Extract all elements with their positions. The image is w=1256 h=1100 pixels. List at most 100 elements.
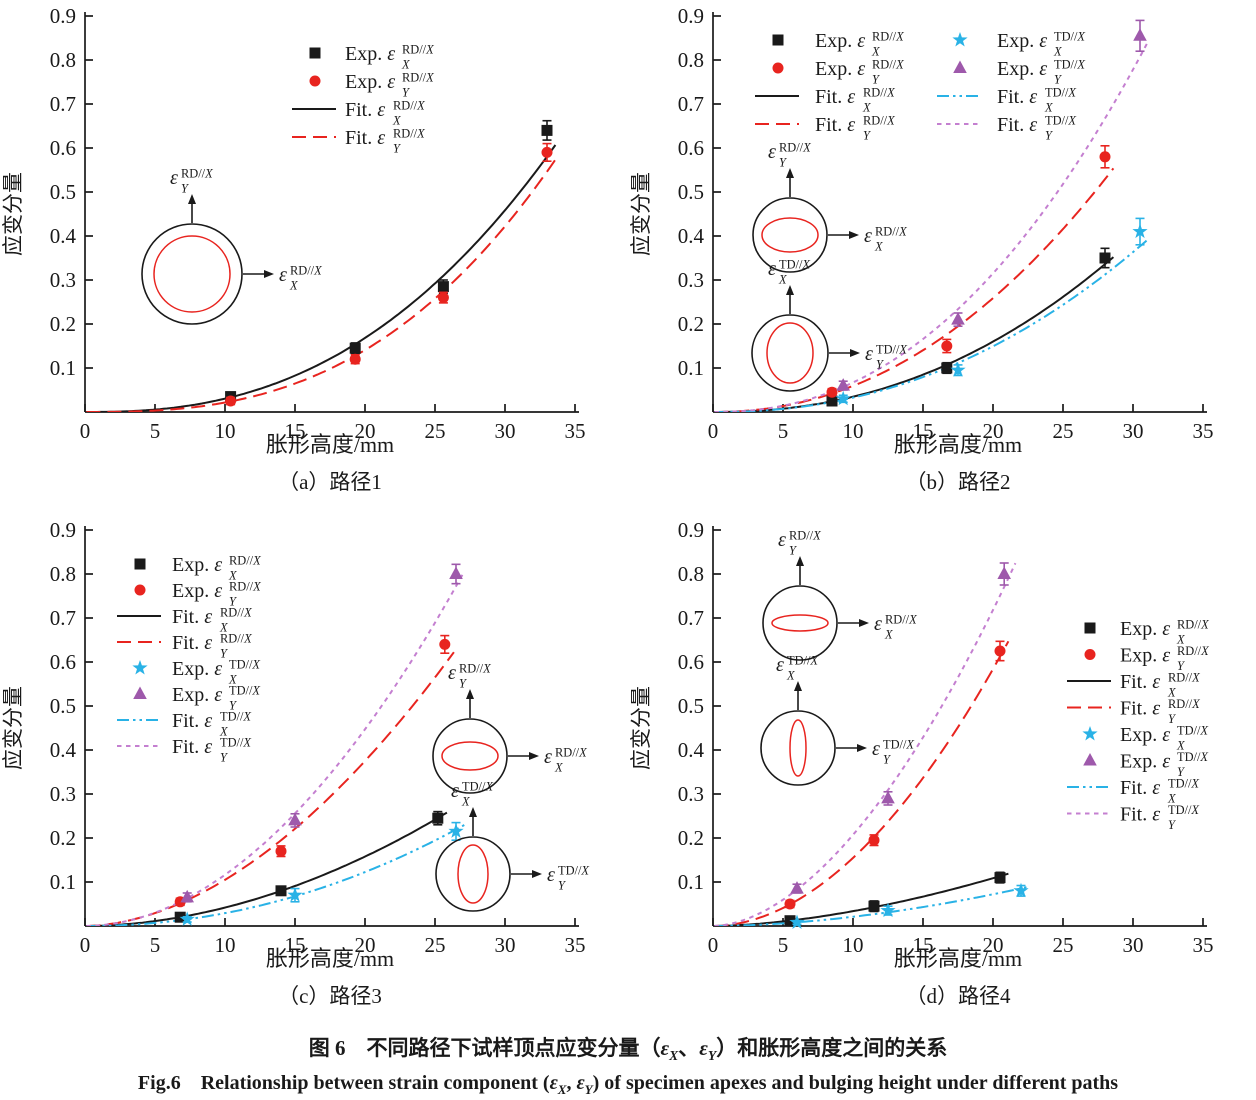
svg-text:Y: Y [402,85,410,99]
specimen-inset: ε TD//XXε TD//XY [760,653,914,786]
svg-text:0.5: 0.5 [50,180,76,204]
svg-text:0.8: 0.8 [678,48,704,72]
specimen-inset: ε TD//XXε TD//XY [751,257,907,392]
svg-text:ε: ε [170,167,178,189]
svg-text:0.8: 0.8 [50,562,76,586]
svg-text:0.3: 0.3 [678,268,704,292]
subplot-a-chart: 0 5 10 15 20 25 30 35 0.1 0.2 0.3 0.4 0.5 0.6 0.7 0.8 0.… [1,4,586,494]
fit-line-fit-ex-rd [714,872,1009,926]
svg-text:25: 25 [425,933,446,957]
fit-line-fit-ex-td [86,824,465,926]
svg-text:TD//X: TD//X [1054,29,1085,43]
subplot-b-chart: 0 5 10 15 20 25 30 35 0.1 0.2 0.3 0.4 0.5 0.6 0.7 0.8 0.… [629,4,1214,494]
fit-line-fit-ey-rd [86,159,557,412]
svg-text:ε: ε [864,225,872,247]
svg-text:Fit. ε: Fit. ε [345,99,385,121]
svg-text:Y: Y [876,357,884,371]
svg-text:0: 0 [80,419,91,443]
svg-text:0.4: 0.4 [50,738,77,762]
up-arrow-icon [786,168,794,178]
svg-text:0.2: 0.2 [50,826,76,850]
fit-line-fit-ex-rd [714,256,1115,412]
fit-line-fit-ex-rd [86,144,557,412]
svg-text:Exp. ε: Exp. ε [815,58,865,80]
svg-text:0.1: 0.1 [678,870,704,894]
up-arrow-icon [796,556,804,566]
svg-text:Y: Y [1177,765,1185,779]
svg-text:Exp. ε: Exp. ε [345,71,395,93]
svg-text:RD//X: RD//X [885,612,917,626]
svg-text:ε: ε [547,864,555,886]
svg-text:0.1: 0.1 [678,356,704,380]
svg-text:X: X [1053,44,1062,58]
svg-text:Y: Y [1177,659,1185,673]
svg-text:X: X [228,672,237,686]
svg-text:Y: Y [1168,712,1176,726]
svg-text:0.5: 0.5 [678,180,704,204]
svg-text:0: 0 [708,933,719,957]
svg-text:Y: Y [872,72,880,86]
up-arrow-icon [469,807,477,817]
series-exp-ey-td [180,563,463,903]
svg-text:TD//X: TD//X [1177,723,1208,737]
svg-text:X: X [1176,632,1185,646]
svg-text:0.6: 0.6 [50,136,76,160]
svg-text:RD//X: RD//X [872,57,904,71]
svg-text:10: 10 [215,419,236,443]
svg-text:X: X [778,272,787,286]
svg-text:TD//X: TD//X [558,863,589,877]
svg-text:RD//X: RD//X [402,42,434,56]
svg-text:RD//X: RD//X [872,29,904,43]
svg-text:Fit. ε: Fit. ε [997,86,1037,108]
svg-text:X: X [1176,738,1185,752]
svg-text:0.9: 0.9 [50,4,76,28]
svg-text:ε: ε [865,343,873,365]
fit-line-fit-ex-td [714,238,1150,412]
svg-text:RD//X: RD//X [863,113,895,127]
svg-text:X: X [874,239,883,253]
svg-text:0.7: 0.7 [50,92,76,116]
svg-text:Fit. ε: Fit. ε [1120,777,1160,799]
svg-text:X: X [392,113,401,127]
svg-text:Exp. ε: Exp. ε [1120,724,1170,746]
series-exp-ey-td [790,562,1011,894]
svg-text:ε: ε [448,662,456,684]
y-axis-label: 应变分量 [629,686,653,770]
x-axis-label: 胀形高度/mm [266,946,394,971]
svg-text:Fit. ε: Fit. ε [1120,698,1160,720]
svg-text:Fit. ε: Fit. ε [815,114,855,136]
subplot-caption: （b）路径2 [906,470,1011,494]
svg-text:Y: Y [863,128,871,142]
svg-text:25: 25 [1053,419,1074,443]
svg-text:ε: ε [768,141,776,163]
tick-labels: 0 5 10 15 20 25 30 35 0.1 0.2 0.3 0.4 0.5 0.6 0.7 0.8 0.… [50,518,586,957]
subplot-caption: （d）路径4 [906,984,1011,1008]
svg-text:0: 0 [708,419,719,443]
series-exp-ex-td [789,882,1029,929]
svg-text:X: X [401,57,410,71]
svg-text:TD//X: TD//X [229,683,260,697]
y-axis-label: 应变分量 [629,172,653,256]
svg-text:25: 25 [1053,933,1074,957]
series-exp-ex-td [179,821,464,926]
svg-text:X: X [862,100,871,114]
series-exp-ex-td [835,217,1148,406]
svg-text:35: 35 [1193,933,1214,957]
svg-text:Y: Y [1168,818,1176,832]
svg-text:0.8: 0.8 [50,48,76,72]
svg-text:10: 10 [843,933,864,957]
svg-text:RD//X: RD//X [875,224,907,238]
svg-text:Fit. ε: Fit. ε [1120,804,1160,826]
series-exp-ex-rd [225,119,553,403]
series-exp-ey-td [836,19,1147,391]
svg-text:TD//X: TD//X [1045,85,1076,99]
svg-text:ε: ε [874,613,882,635]
svg-text:35: 35 [1193,419,1214,443]
svg-text:Y: Y [229,594,237,608]
svg-text:Y: Y [181,181,189,195]
fit-line-fit-ey-rd [714,640,1010,926]
fit-line-fit-ey-td [714,40,1150,412]
svg-text:0.3: 0.3 [50,782,76,806]
svg-text:X: X [884,627,893,641]
svg-text:35: 35 [565,933,586,957]
